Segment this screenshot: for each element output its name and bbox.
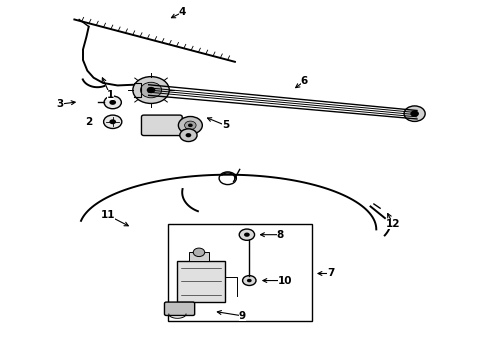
- Text: 9: 9: [238, 311, 245, 321]
- Bar: [167, 224, 311, 321]
- Text: 1: 1: [106, 90, 114, 100]
- Text: 3: 3: [56, 99, 63, 109]
- Circle shape: [109, 100, 116, 105]
- Text: 8: 8: [276, 230, 284, 240]
- Circle shape: [403, 106, 424, 121]
- Circle shape: [109, 119, 116, 124]
- Text: 5: 5: [221, 120, 228, 130]
- Circle shape: [193, 248, 204, 257]
- Circle shape: [244, 233, 249, 237]
- Text: 2: 2: [85, 117, 92, 127]
- Circle shape: [146, 87, 155, 93]
- Circle shape: [184, 121, 196, 130]
- Circle shape: [246, 279, 251, 282]
- Circle shape: [103, 115, 122, 129]
- Circle shape: [140, 82, 161, 98]
- Text: 12: 12: [385, 219, 400, 229]
- Bar: [189, 252, 208, 261]
- Circle shape: [187, 123, 192, 127]
- Circle shape: [133, 77, 169, 103]
- Circle shape: [185, 133, 191, 137]
- Circle shape: [239, 229, 254, 240]
- FancyBboxPatch shape: [141, 115, 182, 136]
- Text: 6: 6: [300, 76, 307, 86]
- Circle shape: [242, 276, 256, 285]
- Circle shape: [178, 117, 202, 134]
- Text: 10: 10: [277, 275, 292, 285]
- Bar: [177, 261, 225, 302]
- Circle shape: [180, 129, 197, 141]
- Text: 4: 4: [178, 8, 185, 17]
- Text: 7: 7: [326, 269, 334, 279]
- Circle shape: [104, 96, 121, 109]
- Text: 11: 11: [101, 210, 115, 220]
- Circle shape: [409, 111, 418, 117]
- FancyBboxPatch shape: [164, 302, 194, 315]
